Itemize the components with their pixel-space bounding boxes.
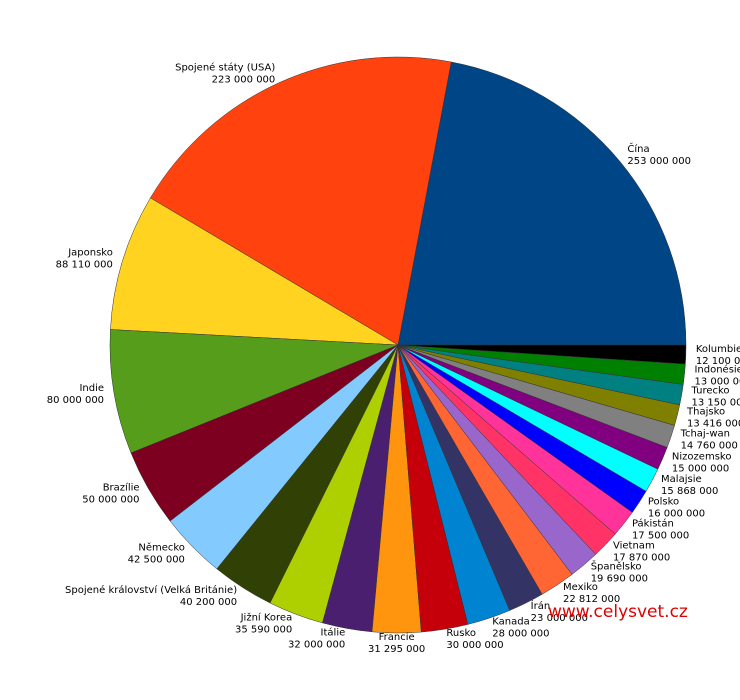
slice-label: Itálie bbox=[321, 626, 346, 638]
slice-value-label: 32 000 000 bbox=[288, 639, 345, 650]
slice-label: Indie bbox=[79, 383, 104, 394]
slice-value-label: 50 000 000 bbox=[82, 494, 139, 505]
slice-label: Čína bbox=[627, 142, 649, 155]
slice-label: Kanada bbox=[492, 617, 529, 628]
slice-value-label: 35 590 000 bbox=[235, 625, 292, 636]
pie-slice bbox=[397, 344, 687, 365]
slice-value-label: 30 000 000 bbox=[446, 640, 503, 651]
pie-slice bbox=[109, 329, 399, 454]
watermark: www.celysvet.cz bbox=[548, 602, 688, 622]
slice-label: Španělsko bbox=[591, 559, 642, 572]
slice-value-label: 15 000 000 bbox=[672, 463, 729, 474]
slice-value-label: 16 000 000 bbox=[648, 508, 705, 519]
slice-label: Spojené státy (USA) bbox=[175, 61, 275, 73]
pie-slice bbox=[150, 56, 452, 346]
slice-label: Polsko bbox=[648, 496, 679, 507]
slice-label: Kolumbie bbox=[696, 344, 740, 355]
pie-slice bbox=[397, 61, 687, 346]
slice-value-label: 12 100 000 bbox=[696, 356, 740, 367]
slice-label: Malajsie bbox=[661, 474, 702, 485]
slice-value-label: 28 000 000 bbox=[492, 629, 549, 640]
slice-label: Jižní Korea bbox=[240, 612, 293, 624]
slice-label: Francie bbox=[379, 632, 415, 643]
slice-value-label: 13 416 000 bbox=[687, 419, 740, 430]
slice-label: Brazílie bbox=[103, 481, 140, 493]
slice-label: Pákistán bbox=[632, 518, 674, 530]
slice-value-label: 15 868 000 bbox=[661, 486, 718, 497]
slice-label: Írán bbox=[531, 599, 551, 612]
slice-value-label: 42 500 000 bbox=[128, 554, 185, 565]
pie-slice bbox=[110, 197, 399, 346]
slice-value-label: 31 295 000 bbox=[368, 644, 425, 655]
slice-value-label: 17 500 000 bbox=[632, 531, 689, 542]
slice-value-label: 17 870 000 bbox=[613, 552, 670, 563]
slice-label: Indonésie bbox=[694, 363, 740, 375]
slice-value-label: 88 110 000 bbox=[56, 259, 113, 270]
slice-label: Německo bbox=[138, 541, 185, 553]
slice-value-label: 14 760 000 bbox=[681, 441, 738, 452]
slice-label: Thajsko bbox=[686, 407, 725, 418]
slice-value-label: 22 812 000 bbox=[563, 594, 620, 605]
slice-label: Vietnam bbox=[613, 540, 655, 551]
slice-value-label: 40 200 000 bbox=[180, 597, 237, 608]
slice-label: Mexiko bbox=[563, 582, 598, 593]
slice-label: Turecko bbox=[691, 385, 730, 396]
slice-label: Japonsko bbox=[67, 247, 113, 258]
slice-value-label: 80 000 000 bbox=[47, 395, 104, 406]
slice-label: Nizozemsko bbox=[672, 451, 732, 462]
slice-value-label: 13 150 000 bbox=[692, 397, 740, 408]
slice-label: Spojené království (Velká Británie) bbox=[65, 584, 237, 596]
slice-value-label: 23 000 000 bbox=[531, 613, 588, 624]
slice-value-label: 19 690 000 bbox=[591, 573, 648, 584]
slice-label: Rusko bbox=[446, 628, 476, 639]
slice-value-label: 13 000 000 bbox=[694, 376, 740, 387]
slice-value-label: 253 000 000 bbox=[627, 156, 691, 167]
slices bbox=[109, 56, 687, 634]
slice-label: Tchaj-wan bbox=[680, 429, 730, 440]
slice-value-label: 223 000 000 bbox=[212, 74, 276, 85]
